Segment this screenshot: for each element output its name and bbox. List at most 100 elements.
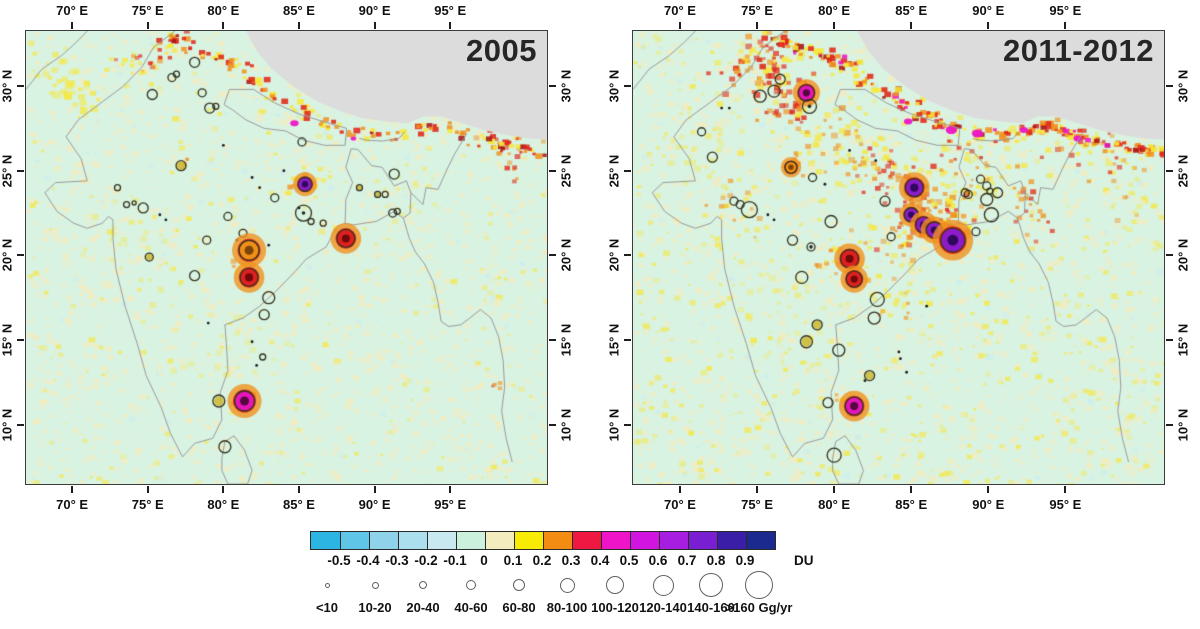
x-axis-label: 70° E [664,3,696,18]
y-axis-label: 10° N [0,408,15,442]
colorbar-cell [717,532,746,549]
colorbar-cell [485,532,514,549]
x-axis-label: 75° E [131,3,164,18]
x-axis-tick [222,22,225,29]
x-axis-label: 80° E [207,3,240,18]
size-legend-circle [371,581,379,589]
colorbar-tick-label: -0.2 [414,553,438,568]
y-axis-tick [17,339,24,342]
size-legend-label: <10 [315,600,339,615]
y-axis-tick [1166,423,1173,426]
x-axis-tick [373,22,376,29]
x-axis-tick [71,22,74,29]
y-axis-tick [1166,254,1173,257]
colorbar-tick-label: 0.6 [648,553,668,568]
x-axis-tick [373,486,376,493]
y-axis-label: 25° N [606,154,622,188]
colorbar [310,531,776,550]
x-axis-label: 90° E [972,3,1005,18]
size-legend-item: 80-100 [543,571,591,615]
colorbar-tick-label: 0.5 [619,553,639,568]
y-axis-label: 20° N [1175,239,1191,272]
x-axis-tick [71,486,74,493]
x-axis-label: 75° E [741,497,774,512]
size-legend-circle [699,573,723,597]
x-axis-tick [987,22,990,29]
x-axis-tick [910,486,913,493]
colorbar-cell [427,532,456,549]
size-legend-label: 120-140 [639,600,687,615]
x-axis-label: 90° E [358,3,391,18]
x-axis-tick [146,486,149,493]
size-legend-label: 40-60 [454,600,488,615]
size-legend-item: 120-140 [639,571,687,615]
y-axis-label: 30° N [1175,69,1191,103]
colorbar-tick-label: 0.9 [735,553,755,568]
size-legend-circle-box [652,571,674,599]
size-legend-circle-box [745,571,773,599]
map-panel-2005: 2005 70° E 70° E 75° E 75° E 80° E 80° E 85° E… [0,3,574,512]
year-label: 2011-2012 [1002,33,1154,68]
y-axis-label: 25° N [1175,154,1191,188]
size-legend-circle-box [513,571,525,599]
y-axis-tick [624,423,631,426]
x-axis-tick [910,22,913,29]
x-axis-label: 85° E [282,497,315,512]
x-axis-label: 90° E [972,497,1005,512]
map-canvas-2005 [26,31,547,484]
x-axis-tick [1064,22,1067,29]
colorbar-unit-label: DU [794,553,814,568]
y-axis-label: 15° N [0,323,15,357]
y-axis-tick [624,85,631,88]
y-axis-label: 15° N [558,323,574,357]
x-axis-label: 80° E [818,3,851,18]
size-legend-label: 10-20 [358,600,392,615]
colorbar-cell [340,532,369,549]
size-legend-circle [419,581,427,589]
colorbar-tick-label: -0.5 [327,553,351,568]
y-axis-tick [1166,339,1173,342]
x-axis-label: 85° E [895,497,928,512]
y-axis-label: 10° N [1175,408,1191,442]
x-axis-tick [222,486,225,493]
size-legend-circle [324,582,330,588]
x-axis-tick [987,486,990,493]
colorbar-cell [746,532,775,549]
y-axis-label: 20° N [0,239,15,272]
size-legend-item: >160 Gg/yr [726,571,792,615]
colorbar-cell [572,532,601,549]
x-axis-tick [1064,486,1067,493]
colorbar-tick-label: 0.8 [706,553,726,568]
y-axis-tick [624,169,631,172]
map-panel-2011-2012: 2011-2012 70° E 70° E 75° E 75° E 80° E 80° E… [607,3,1191,512]
x-axis-tick [679,486,681,493]
size-legend-item: 20-40 [399,571,447,615]
x-axis-tick [756,22,759,29]
colorbar-tick-label: 0.4 [590,553,610,568]
y-axis-label: 15° N [606,323,622,357]
size-legend-label: 100-120 [591,600,639,615]
y-axis-label: 10° N [558,408,574,442]
size-legend-circle-box [371,571,379,599]
x-axis-tick [679,22,681,29]
y-axis-tick [624,254,631,257]
size-legend-circle [513,579,525,591]
x-axis-label: 75° E [131,497,164,512]
size-legend-circle-box [419,571,427,599]
y-axis-label: 30° N [606,69,622,103]
y-axis-tick [549,339,556,342]
size-legend-circle [559,577,575,593]
colorbar-tick-label: 0 [480,553,488,568]
colorbar-cell [456,532,485,549]
y-axis-label: 10° N [606,408,622,442]
y-axis-label: 30° N [558,69,574,103]
size-legend-label: 20-40 [406,600,440,615]
x-axis-label: 70° E [664,497,696,512]
x-axis-label: 85° E [895,3,928,18]
y-axis-tick [624,339,631,342]
y-axis-tick [549,169,556,172]
year-label: 2005 [466,33,537,68]
x-axis-label: 95° E [434,3,467,18]
y-axis-tick [1166,169,1173,172]
